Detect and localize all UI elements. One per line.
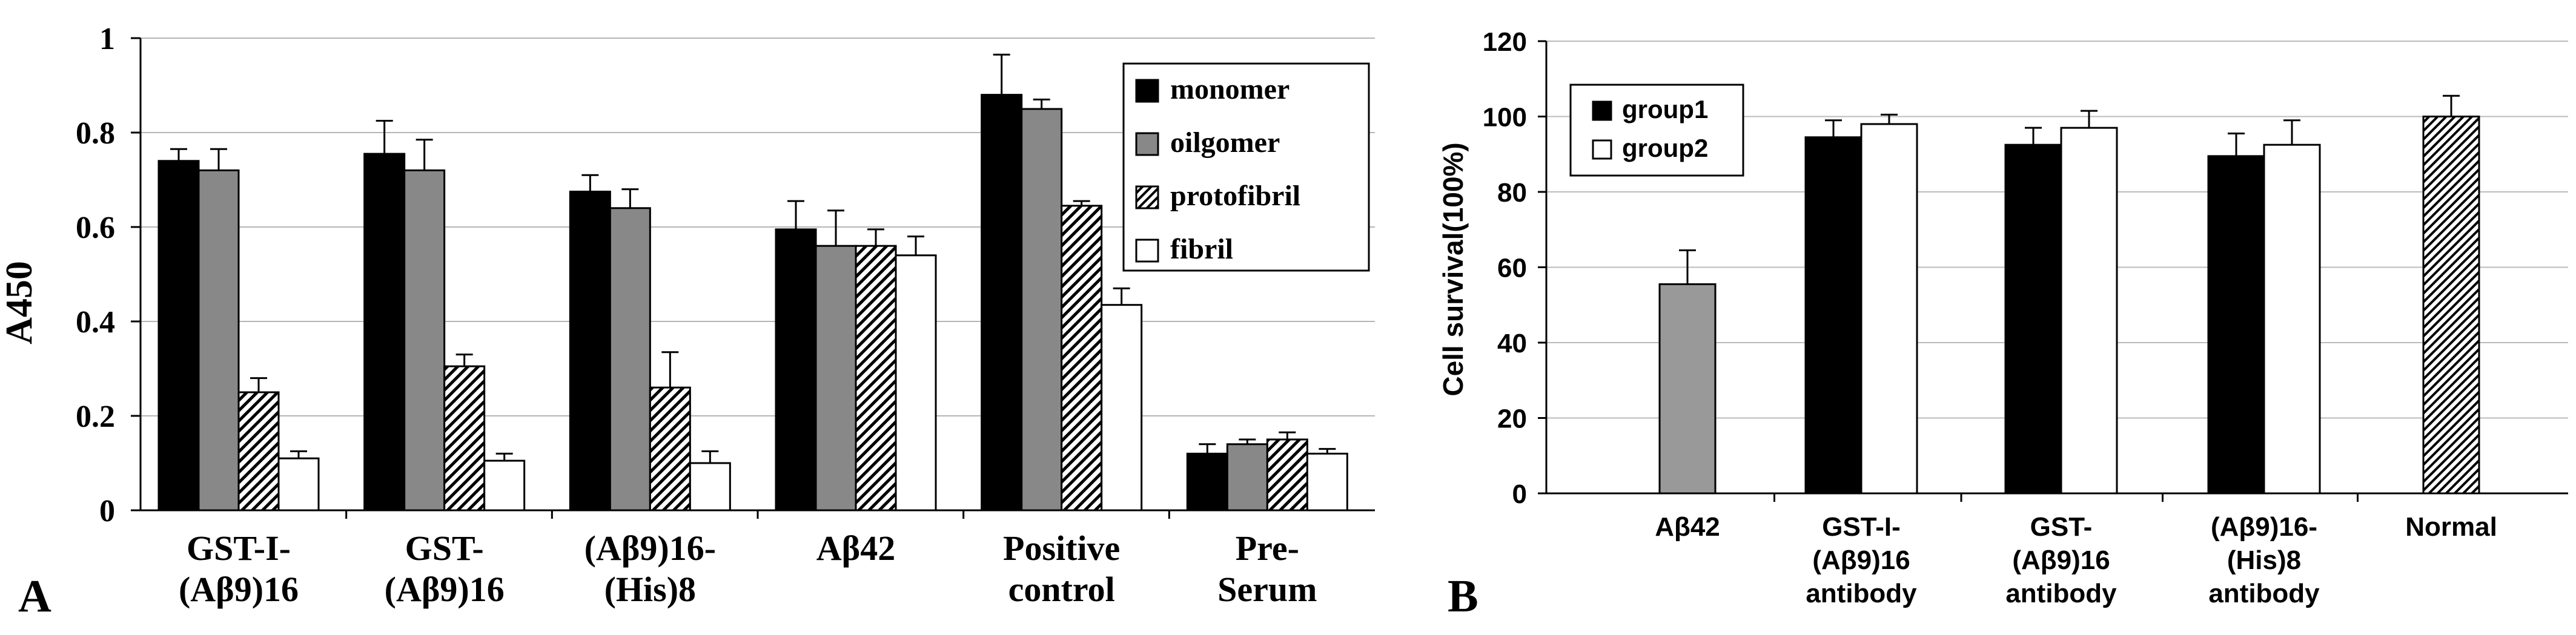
panel-a-tick-labels: 0 0.2 0.4 0.6 0.8 1	[76, 22, 115, 528]
panel-a-bar-protofibril	[237, 391, 280, 512]
panel-b-category-label: (Aβ9)16	[1812, 545, 1910, 575]
panel-a-legend-swatch-protofibril	[1135, 185, 1159, 209]
panel-b-bar-single	[1658, 283, 1717, 495]
panel-a-category-label: Pre-	[1236, 528, 1299, 568]
panel-b-bar-group1	[2207, 155, 2265, 495]
panel-b-y-axis-label: Cell survival(100%)	[1437, 142, 1469, 396]
panel-a-bar-monomer	[363, 153, 406, 512]
panel-a-category-label: Serum	[1217, 570, 1317, 609]
panel-a-bar-fibril	[483, 459, 526, 512]
panel-b-y-tick-label: 100	[1483, 103, 1527, 133]
panel-b-tick-labels: 0 20 40 60 80 100 120	[1483, 27, 1527, 509]
panel-a-bar-fibril	[1306, 452, 1348, 512]
panel-a-legend-box	[1122, 62, 1370, 272]
panel-a-legend-label-fibril: fibril	[1170, 233, 1233, 265]
panel-a-bar-protofibril	[443, 365, 486, 512]
panel-a-legend: monomer oilgomer protofibril fibril	[1122, 62, 1370, 272]
panel-a-category-labels: GST-I-(Aβ9)16GST-(Aβ9)16(Aβ9)16-(His)8Aβ…	[179, 528, 1317, 609]
panel-b-legend-box	[1569, 84, 1744, 177]
panel-a-category-label: Aβ42	[816, 528, 895, 568]
panel-a-y-tick-label: 0.4	[76, 305, 115, 340]
panel-a-axes	[131, 37, 1375, 519]
panel-a-category-label: (Aβ9)16	[385, 570, 505, 609]
panel-a-bar-monomer	[1186, 452, 1228, 512]
panel-b-category-label: GST-I-	[1822, 512, 1901, 542]
panel-a-bar-oilgomer	[403, 169, 446, 512]
panel-a-bar-oilgomer	[197, 169, 240, 512]
panel-a-y-tick-label: 0.6	[76, 211, 115, 245]
panel-a-bar-protofibril	[1266, 438, 1308, 512]
panel-a-legend-label-monomer: monomer	[1170, 73, 1290, 105]
panel-a-y-axis-label: A450	[0, 261, 40, 344]
panel-b-y-tick-label: 40	[1497, 329, 1527, 358]
panel-b-category-label: (Aβ9)16	[2012, 545, 2110, 575]
panel-b-legend-label-group2: group2	[1622, 134, 1708, 162]
panel-b-bar-group2	[2060, 127, 2118, 495]
panel-b-category-label: (His)8	[2227, 545, 2301, 575]
panel-a-bar-oilgomer	[1226, 443, 1268, 512]
panel-a-category-label: (His)8	[604, 570, 696, 609]
panel-a-bar-oilgomer	[815, 245, 857, 512]
panel-a-category-label: control	[1008, 570, 1115, 609]
panel-a-legend-label-protofibril: protofibril	[1170, 180, 1300, 212]
panel-b-bar-single	[2422, 116, 2480, 495]
panel-a-bar-fibril	[689, 462, 731, 512]
panel-a-category-label: GST-I-	[187, 528, 291, 568]
panel-a-legend-swatch-oilgomer	[1135, 132, 1159, 156]
panel-b-bar-group1	[1804, 136, 1862, 495]
panel-b-legend: group1 group2	[1569, 84, 1744, 177]
panel-a-bar-fibril	[1101, 304, 1143, 512]
panel-a-bar-monomer	[775, 228, 817, 512]
panel-b-category-label: GST-	[2030, 512, 2093, 542]
panel-b-y-tick-label: 20	[1497, 404, 1527, 434]
panel-b-legend-swatch-group2	[1592, 139, 1612, 160]
panel-b-y-tick-label: 60	[1497, 254, 1527, 283]
panel-a-bar-oilgomer	[609, 207, 651, 512]
panel-a-bar-monomer	[569, 191, 611, 512]
panel-a-bar-oilgomer	[1021, 108, 1063, 512]
panel-a-category-label: GST-	[405, 528, 484, 568]
panel-b-axes	[1538, 40, 2568, 502]
panel-b-category-label: antibody	[1806, 579, 1917, 608]
panel-a-bar-fibril	[277, 457, 320, 512]
panel-b-bars	[1658, 94, 2480, 495]
panel-b-legend-label-group1: group1	[1622, 95, 1708, 123]
panel-a-category-label: (Aβ9)16	[179, 570, 299, 609]
panel-a-y-tick-label: 0.2	[76, 400, 115, 434]
panel-a-bar-fibril	[895, 254, 937, 512]
panel-a-y-tick-label: 0	[99, 494, 115, 528]
panel-b-label: B	[1448, 571, 1478, 622]
panel-b-category-label: antibody	[2208, 579, 2320, 608]
panel-b-bar-group2	[1860, 123, 1918, 495]
panel-a-y-tick-label: 0.8	[76, 116, 115, 151]
panel-b-category-label: (Aβ9)16-	[2211, 512, 2317, 542]
panel-a-category-label: (Aβ9)16-	[584, 528, 716, 568]
panel-a-bar-monomer	[157, 160, 200, 512]
panel-a-bar-monomer	[981, 94, 1023, 512]
panel-a-bar-protofibril	[1061, 205, 1103, 512]
panel-b-legend-swatch-group1	[1592, 100, 1612, 121]
panel-a-legend-label-oilgomer: oilgomer	[1170, 127, 1280, 159]
panel-b-category-label: Normal	[2405, 512, 2497, 542]
panel-a-bar-protofibril	[855, 245, 897, 512]
panel-a-y-tick-label: 1	[99, 22, 115, 56]
panel-b-category-label: antibody	[2005, 579, 2117, 608]
panel-a-bar-protofibril	[649, 386, 691, 512]
panel-a-label: A	[18, 571, 51, 622]
panel-a-legend-swatch-monomer	[1135, 79, 1159, 103]
panel-b-category-label: Aβ42	[1655, 512, 1720, 542]
panel-b-y-tick-label: 0	[1512, 479, 1527, 509]
panel-a-category-label: Positive	[1003, 528, 1120, 568]
panel-b-bar-group2	[2263, 143, 2321, 495]
panel-b-y-tick-label: 120	[1483, 27, 1527, 57]
panel-b-category-labels: Aβ42 GST-I-(Aβ9)16antibodyGST-(Aβ9)16anti…	[1655, 512, 2497, 608]
panel-a-legend-swatch-fibril	[1135, 239, 1159, 263]
panel-b-y-tick-label: 80	[1497, 178, 1527, 208]
panel-a-bars	[157, 53, 1348, 512]
panel-b-bar-group1	[2004, 143, 2062, 495]
